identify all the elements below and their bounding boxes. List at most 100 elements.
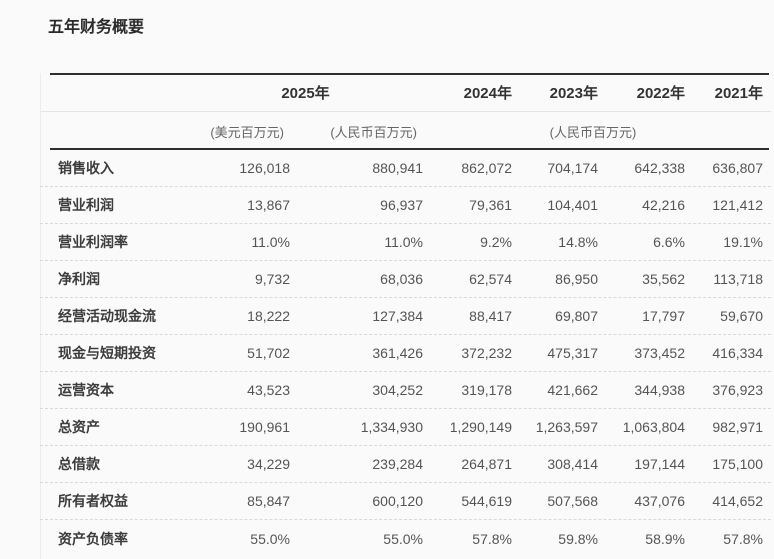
row-value: 544,619 (461, 493, 512, 509)
header-bottom-rule (50, 148, 769, 150)
row-label: 销售收入 (58, 160, 114, 176)
five-year-financial-table: 2025年 2024年 2023年 2022年 2021年 (美元百万元) (人… (40, 73, 771, 557)
table-top-rule (50, 73, 769, 75)
row-value: 59.8% (558, 530, 598, 547)
row-label: 营业利润 (58, 197, 114, 213)
table-header-units: (美元百万元) (人民币百万元) (人民币百万元) (40, 112, 771, 150)
row-label: 所有者权益 (58, 493, 128, 509)
row-label: 运营资本 (58, 382, 114, 398)
row-value: 880,941 (372, 160, 423, 176)
row-value: 96,937 (380, 197, 423, 213)
row-value: 373,452 (634, 345, 685, 361)
row-value: 9,732 (254, 271, 290, 287)
row-value: 34,229 (247, 456, 290, 472)
row-value: 55.0% (383, 530, 423, 547)
row-value: 197,144 (634, 456, 685, 472)
row-value: 642,338 (634, 160, 685, 176)
row-value: 344,938 (634, 382, 685, 398)
row-value: 85,847 (247, 493, 290, 509)
row-label: 总借款 (58, 456, 100, 472)
table-row: 现金与短期投资 51,702 361,426 372,232 475,317 373,45… (40, 335, 771, 372)
row-value: 982,971 (712, 419, 763, 435)
unit-usd-millions: (美元百万元) (210, 124, 284, 140)
table-row: 运营资本 43,523 304,252 319,178 421,662 344,938 37… (40, 372, 771, 409)
row-value: 416,334 (712, 345, 763, 361)
row-value: 475,317 (547, 345, 598, 361)
row-value: 13,867 (247, 197, 290, 213)
row-value: 121,412 (712, 197, 763, 213)
row-value: 319,178 (461, 382, 512, 398)
row-value: 304,252 (372, 382, 423, 398)
table-body: 销售收入 126,018 880,941 862,072 704,174 642,338 6… (40, 150, 771, 557)
row-value: 113,718 (713, 271, 763, 287)
row-value: 126,018 (239, 160, 290, 176)
row-value: 437,076 (634, 493, 685, 509)
page-title: 五年财务概要 (48, 19, 145, 36)
row-value: 9.2% (480, 234, 512, 250)
row-value: 14.8% (558, 234, 598, 250)
table-row: 营业利润率 11.0% 11.0% 9.2% 14.8% 6.6% 19.1% (40, 224, 771, 261)
row-value: 42,216 (642, 197, 685, 213)
row-label: 现金与短期投资 (58, 345, 156, 361)
row-value: 862,072 (461, 160, 512, 176)
row-value: 79,361 (469, 197, 512, 213)
row-label: 资产负债率 (58, 530, 128, 547)
row-value: 1,063,804 (622, 419, 685, 435)
row-value: 11.0% (384, 234, 423, 250)
table-row: 总资产 190,961 1,334,930 1,290,149 1,263,597 1,0… (40, 409, 771, 446)
row-value: 17,797 (642, 308, 685, 324)
row-value: 11.0% (251, 234, 290, 250)
row-value: 308,414 (547, 456, 598, 472)
column-header-2021: 2021年 (714, 85, 763, 102)
row-value: 264,871 (461, 456, 512, 472)
row-value: 43,523 (247, 382, 290, 398)
row-label: 经营活动现金流 (58, 308, 156, 324)
table-row: 营业利润 13,867 96,937 79,361 104,401 42,216 121,4… (40, 187, 771, 224)
table-row: 净利润 9,732 68,036 62,574 86,950 35,562 113,718 (40, 261, 771, 298)
row-value: 239,284 (372, 456, 423, 472)
row-value: 57.8% (472, 530, 512, 547)
table-row: 销售收入 126,018 880,941 862,072 704,174 642,338 6… (40, 150, 771, 187)
row-value: 35,562 (642, 271, 685, 287)
header-separator-rule (40, 111, 771, 112)
row-value: 19.1% (723, 234, 763, 250)
row-value: 190,961 (239, 419, 290, 435)
row-label: 总资产 (58, 419, 100, 435)
row-value: 421,662 (547, 382, 598, 398)
row-value: 507,568 (547, 493, 598, 509)
column-header-2023: 2023年 (549, 85, 598, 102)
row-value: 1,334,930 (360, 419, 423, 435)
table-header-years: 2025年 2024年 2023年 2022年 2021年 (40, 73, 771, 112)
row-value: 600,120 (372, 493, 423, 509)
row-value: 127,384 (372, 308, 423, 324)
row-value: 57.8% (723, 530, 763, 547)
row-value: 51,702 (247, 345, 290, 361)
unit-rmb-millions-2025: (人民币百万元) (330, 124, 417, 140)
row-value: 6.6% (653, 234, 685, 250)
row-value: 58.9% (645, 530, 685, 547)
row-value: 1,290,149 (449, 419, 512, 435)
row-label: 净利润 (58, 271, 100, 287)
table-row: 所有者权益 85,847 600,120 544,619 507,568 437,076 4… (40, 483, 771, 520)
row-value: 636,807 (712, 160, 763, 176)
column-header-2022: 2022年 (636, 85, 685, 102)
row-label: 营业利润率 (58, 234, 128, 250)
row-value: 55.0% (250, 530, 290, 547)
row-value: 104,401 (547, 197, 598, 213)
row-value: 69,807 (555, 308, 598, 324)
unit-rmb-millions-years: (人民币百万元) (549, 124, 637, 140)
row-value: 372,232 (461, 345, 512, 361)
table-left-edge-rule (40, 73, 41, 559)
table-row: 总借款 34,229 239,284 264,871 308,414 197,144 175… (40, 446, 771, 483)
row-value: 59,670 (720, 308, 763, 324)
row-value: 68,036 (380, 271, 423, 287)
column-header-2024: 2024年 (463, 85, 512, 102)
row-value: 86,950 (555, 271, 598, 287)
row-value: 704,174 (547, 160, 598, 176)
row-value: 88,417 (469, 308, 512, 324)
row-value: 376,923 (712, 382, 763, 398)
row-value: 414,652 (712, 493, 763, 509)
table-row: 资产负债率 55.0% 55.0% 57.8% 59.8% 58.9% 57.8% (40, 520, 771, 557)
column-header-2025: 2025年 (281, 85, 330, 102)
row-value: 1,263,597 (535, 419, 598, 435)
